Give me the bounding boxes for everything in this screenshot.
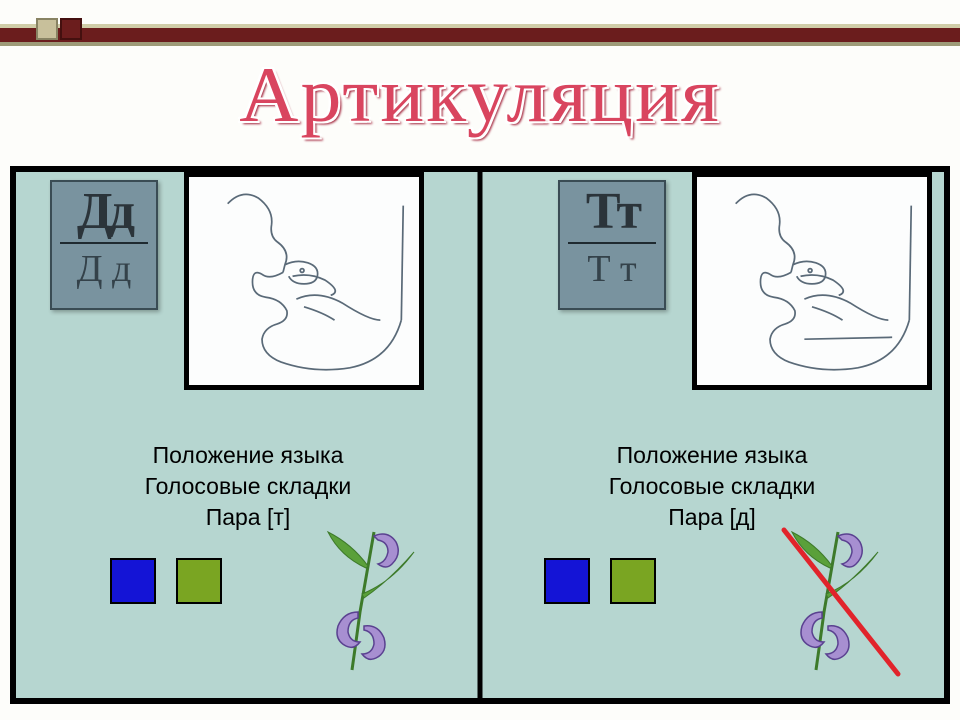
letter-print-t: Тт (566, 186, 658, 238)
description-t: Положение языка Голосовые складки Пара [… (480, 440, 944, 533)
articulation-diagram-t (692, 172, 932, 390)
color-swatches-d (110, 558, 222, 604)
letter-card-d: Дд Д д (50, 180, 158, 310)
letter-card-t: Тт Т т (558, 180, 666, 310)
swatch-green (176, 558, 222, 604)
text-line: Положение языка (16, 440, 480, 471)
bellflower-icon-t (776, 522, 896, 672)
letter-script-d: Д д (58, 250, 150, 288)
color-swatches-t (544, 558, 656, 604)
main-panel: Дд Д д Положение языка Голосовые (10, 166, 950, 704)
text-line: Положение языка (480, 440, 944, 471)
description-d: Положение языка Голосовые складки Пара [… (16, 440, 480, 533)
bellflower-icon-d (312, 522, 432, 672)
articulation-diagram-d (184, 172, 424, 390)
swatch-blue (110, 558, 156, 604)
swatch-green (610, 558, 656, 604)
text-line: Голосовые складки (480, 471, 944, 502)
right-column: Тт Т т Положение языка (480, 172, 944, 698)
letter-script-t: Т т (566, 250, 658, 288)
text-line: Голосовые складки (16, 471, 480, 502)
left-column: Дд Д д Положение языка Голосовые (16, 172, 480, 698)
top-decoration-bar (0, 24, 960, 46)
letter-card-divider (60, 242, 148, 244)
letter-print-d: Дд (58, 186, 150, 238)
letter-card-divider (568, 242, 656, 244)
page-title: Артикуляция (0, 50, 960, 140)
swatch-blue (544, 558, 590, 604)
